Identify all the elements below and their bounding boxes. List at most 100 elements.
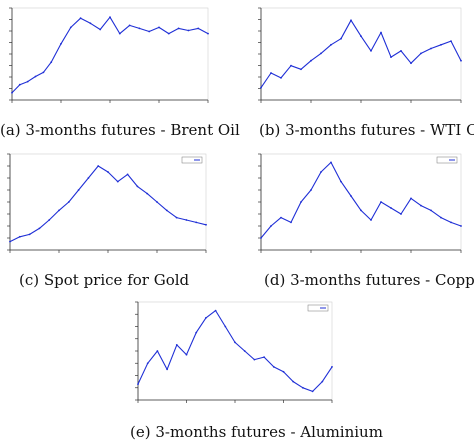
data-point (118, 32, 121, 35)
series-line (260, 19, 462, 89)
plot-frame (137, 301, 333, 401)
data-point (137, 383, 139, 385)
data-point (400, 213, 402, 215)
data-point (440, 43, 442, 46)
data-point (290, 64, 292, 67)
data-point (430, 209, 432, 212)
data-point (272, 366, 275, 368)
data-point (146, 362, 149, 365)
data-point (60, 42, 62, 45)
series-line (9, 165, 207, 243)
data-point (18, 83, 21, 86)
series-line (137, 310, 333, 392)
data-point (205, 223, 207, 226)
data-point (410, 197, 412, 200)
series-line (11, 16, 209, 94)
chart-gold (7, 153, 207, 253)
data-point (390, 56, 392, 58)
data-point (450, 221, 452, 224)
data-point (128, 24, 131, 27)
subfigure-brent-oil: (a) 3-months futures - Brent Oil (0, 0, 240, 150)
data-point (310, 189, 312, 191)
data-point (158, 26, 160, 29)
data-point (69, 26, 72, 29)
chart-wti-oil (258, 7, 462, 103)
data-point (370, 50, 372, 52)
data-point (207, 32, 209, 35)
legend-box (307, 304, 329, 312)
data-point (197, 27, 200, 30)
caption-brent-oil: (a) 3-months futures - Brent Oil (0, 121, 240, 139)
data-point (320, 52, 322, 55)
data-point (77, 189, 80, 191)
data-point (270, 225, 272, 227)
caption-aluminium: (e) 3-months futures - Aluminium (130, 423, 383, 441)
data-point (224, 325, 227, 328)
data-point (58, 209, 60, 212)
data-point (97, 165, 100, 167)
data-point (107, 171, 109, 173)
plot-frame (260, 153, 462, 251)
data-point (138, 27, 141, 30)
data-point (311, 390, 314, 393)
axes (11, 8, 208, 101)
subfigure-gold: (c) Spot price for Gold (0, 148, 237, 296)
data-point (410, 62, 412, 65)
data-point (205, 317, 207, 319)
data-point (50, 61, 53, 64)
data-point (67, 201, 70, 203)
plot-frame (9, 153, 207, 251)
data-point (360, 35, 362, 38)
subfigure-copper: (d) 3-months futures - Copper (237, 148, 474, 296)
data-point (87, 177, 90, 179)
data-point (167, 32, 170, 35)
data-point (185, 353, 188, 356)
data-point (260, 86, 262, 89)
data-point (99, 28, 102, 31)
data-point (175, 216, 178, 219)
chart-aluminium (135, 301, 333, 403)
data-point (340, 180, 342, 183)
data-point (280, 216, 282, 219)
data-point (253, 358, 256, 361)
data-point (430, 47, 432, 50)
data-point (380, 201, 382, 203)
data-point (28, 233, 31, 236)
data-point (185, 219, 188, 221)
data-point (270, 72, 272, 74)
legend-box (181, 156, 203, 164)
data-point (18, 235, 21, 238)
data-point (177, 27, 180, 30)
data-point (195, 331, 198, 334)
data-point (360, 209, 362, 212)
data-point (34, 75, 37, 78)
data-point (48, 219, 51, 221)
data-point (9, 240, 11, 243)
data-point (175, 344, 178, 346)
data-point (370, 219, 372, 221)
data-point (331, 366, 333, 368)
plot-frame (11, 7, 209, 101)
axes (9, 154, 206, 251)
data-point (26, 80, 29, 83)
data-point (460, 59, 462, 62)
data-point (42, 71, 45, 74)
subfigure-aluminium: (e) 3-months futures - Aluminium (118, 294, 383, 443)
data-point (340, 37, 342, 40)
data-point (126, 173, 129, 176)
data-point (263, 356, 265, 358)
data-point (116, 180, 119, 183)
data-point (156, 350, 159, 352)
caption-wti-oil: (b) 3-months futures - WTI Oil (259, 121, 474, 139)
data-point (321, 380, 324, 383)
data-point (11, 91, 13, 94)
data-point (460, 225, 462, 227)
data-point (38, 227, 41, 230)
data-point (243, 350, 246, 352)
axes (260, 154, 461, 251)
data-point (195, 221, 198, 224)
data-point (440, 216, 442, 219)
data-point (330, 43, 332, 46)
caption-gold: (c) Spot price for Gold (19, 271, 190, 289)
